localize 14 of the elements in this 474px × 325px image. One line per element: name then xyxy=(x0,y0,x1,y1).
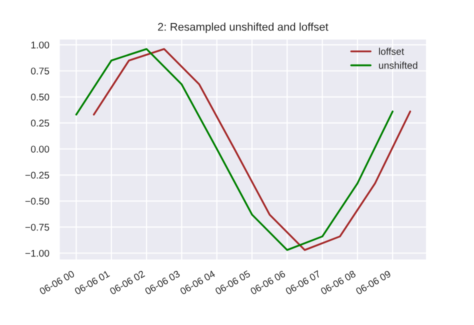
y-tick-label: −0.25 xyxy=(25,172,50,179)
y-tick-label: 0.00 xyxy=(30,146,50,153)
y-tick-label: −0.50 xyxy=(25,198,50,205)
y-tick-label: 0.25 xyxy=(30,120,50,127)
y-tick-label: 0.75 xyxy=(30,68,50,74)
y-tick-label: 1.00 xyxy=(31,42,50,48)
legend-label: loffset xyxy=(379,48,404,55)
y-tick-label: 0.50 xyxy=(30,94,50,101)
y-tick-label: −1.00 xyxy=(25,250,50,257)
y-tick-label: −0.75 xyxy=(25,224,50,231)
x-tick-label: 06-06 08 xyxy=(320,270,356,295)
x-tick-label: 06-06 01 xyxy=(74,270,110,295)
legend-label: unshifted xyxy=(379,62,418,69)
chart-title: 2: Resampled unshifted and loffset xyxy=(158,22,328,33)
